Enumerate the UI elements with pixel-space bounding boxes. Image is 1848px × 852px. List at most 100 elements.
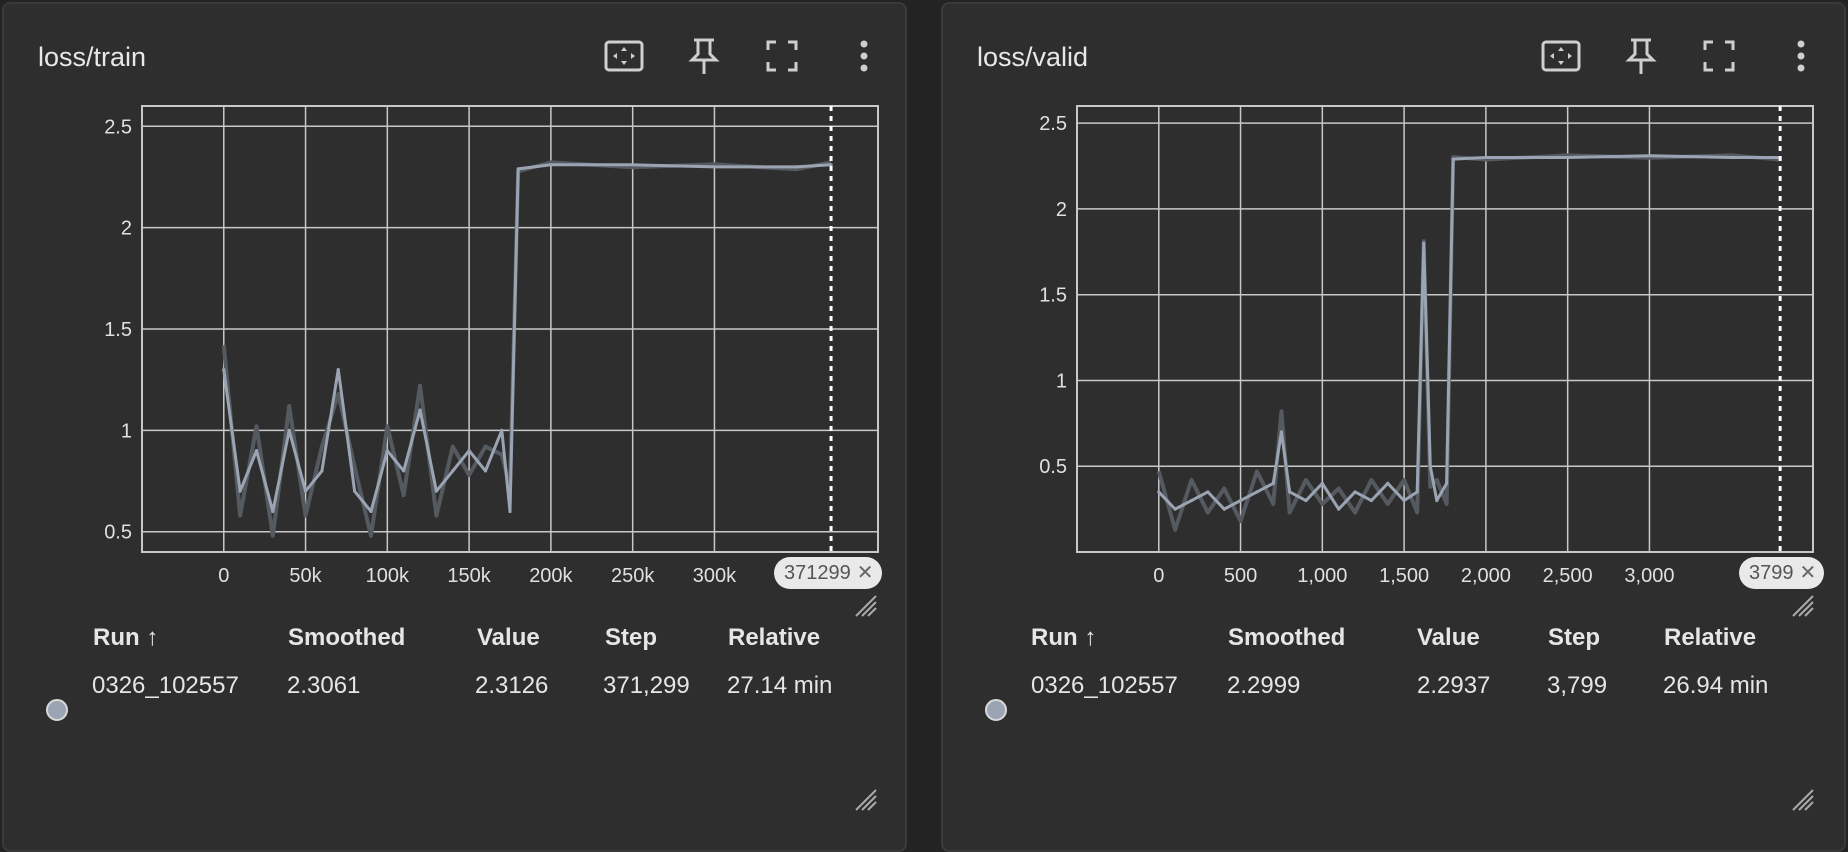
cell-relative: 27.14 min [727,672,833,699]
col-relative[interactable]: Relative [728,624,821,651]
line-chart[interactable]: 0 50k 100k 150k 200k 250k 300k 0.5 1 1.5 2 2.5 [4,4,909,604]
resize-handle-icon[interactable] [852,592,878,618]
cell-smoothed: 2.2999 [1227,672,1301,699]
cell-run: 0326_102557 [1031,672,1178,699]
data-point [1353,490,1357,494]
data-point [320,469,324,473]
data-point [336,367,340,372]
chart-card-loss-train: loss/train 0 50k 100k 150k 200k 250k 300k 0.5 1 1… [2,2,907,852]
pin-icon[interactable] [1619,34,1663,78]
data-point [353,489,357,493]
data-point [1222,507,1226,511]
pin-icon[interactable] [682,34,726,78]
raw-series-line [221,160,832,538]
data-point [271,509,275,514]
close-icon[interactable]: ✕ [1799,562,1817,584]
data-point [1206,490,1210,494]
step-cursor-label: 3799 [1749,562,1794,584]
data-point [434,489,438,493]
x-tick-label: 300k [693,565,737,587]
data-point [1369,498,1373,503]
data-point [287,428,291,432]
more-vert-icon[interactable] [1779,34,1823,78]
col-value[interactable]: Value [477,624,540,651]
data-point [222,367,226,372]
data-point [500,428,504,432]
data-point [1288,490,1292,494]
step-cursor-chip[interactable]: 371299 ✕ [774,557,882,589]
fit-domain-icon[interactable] [1539,34,1583,78]
data-point [1386,481,1390,485]
col-value[interactable]: Value [1417,624,1480,651]
data-point [369,509,373,514]
more-vert-icon[interactable] [842,34,886,78]
x-tick-label: 150k [447,565,491,587]
data-point [1566,155,1570,160]
run-color-dot [985,699,1007,721]
x-tick-label: 250k [611,565,655,587]
step-cursor-chip[interactable]: 3799 ✕ [1739,557,1825,589]
col-step[interactable]: Step [605,624,658,651]
close-icon[interactable]: ✕ [856,562,874,584]
data-point [467,449,471,453]
step-cursor-label: 371299 [784,562,851,584]
data-point [1157,490,1161,494]
y-tick-label: 2.5 [1039,113,1067,135]
data-point [1320,481,1324,485]
cell-relative: 26.94 min [1663,672,1769,699]
data-point [1647,154,1652,158]
data-point [1271,481,1275,485]
chart-card-loss-valid: loss/valid 0 500 1,000 1,500 2,000 2,500 3,000… [941,2,1846,852]
data-point [1173,507,1177,511]
data-point [549,163,553,167]
data-point [1451,157,1455,161]
cell-step: 3,799 [1547,672,1608,699]
y-tick-label: 1 [1056,370,1067,392]
col-smoothed[interactable]: Smoothed [288,624,406,651]
x-tick-label: 50k [289,565,322,587]
col-relative[interactable]: Relative [1664,624,1757,651]
chart-title: loss/valid [977,42,1089,72]
y-tick-label: 2.5 [104,116,132,138]
resize-handle-icon[interactable] [852,786,878,812]
cell-value: 2.3126 [475,672,549,699]
data-point [1445,481,1449,485]
data-point [1415,490,1419,494]
col-run[interactable]: Run ↑ [93,624,159,651]
x-tick-label: 2,000 [1461,565,1511,587]
data-point [1279,430,1284,434]
x-tick-label: 500 [1224,565,1257,587]
fullscreen-icon[interactable] [760,34,804,78]
y-tick-label: 1 [121,420,132,442]
x-tick-label: 1,000 [1297,565,1347,587]
data-point [402,469,406,473]
data-point [829,163,833,167]
cell-run: 0326_102557 [92,672,239,699]
line-chart[interactable]: 0 500 1,000 1,500 2,000 2,500 3,000 0.5 1 1.5 2 2.5 [943,4,1848,604]
fit-domain-icon[interactable] [602,34,646,78]
x-tick-label: 1,500 [1379,565,1429,587]
data-point [1435,498,1439,503]
plot-frame [1076,105,1814,553]
data-point [508,509,512,514]
col-run[interactable]: Run ↑ [1031,624,1097,651]
data-point [254,449,259,453]
resize-handle-icon[interactable] [1789,786,1815,812]
y-tick-label: 2 [1056,199,1067,221]
x-tick-label: 0 [1153,565,1164,587]
col-smoothed[interactable]: Smoothed [1228,624,1346,651]
x-tick-label: 3,000 [1624,565,1674,587]
data-point [1337,507,1341,511]
data-point [418,408,422,412]
col-step[interactable]: Step [1548,624,1601,651]
y-tick-label: 0.5 [1039,456,1067,478]
data-point [1428,464,1432,468]
resize-handle-icon[interactable] [1789,592,1815,618]
data-point [483,469,488,473]
cell-smoothed: 2.3061 [287,672,361,699]
series-line [1157,154,1781,511]
fullscreen-icon[interactable] [1697,34,1741,78]
data-point [451,469,455,473]
data-point [1189,498,1194,503]
data-point [1484,155,1488,160]
